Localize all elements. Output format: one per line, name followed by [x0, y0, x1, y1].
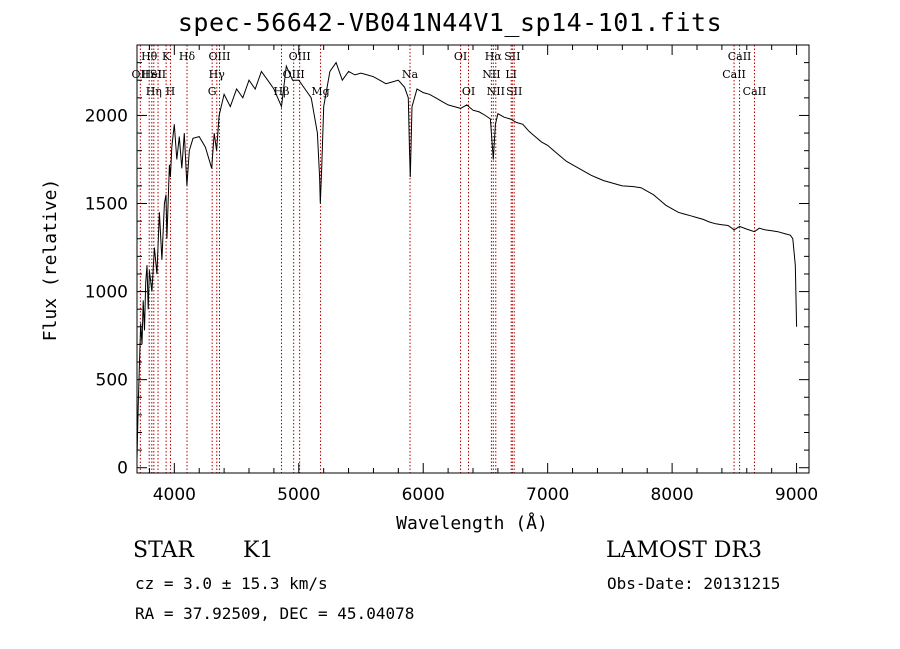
line-label: HeI [142, 68, 162, 81]
x-tick-label: 9000 [775, 485, 818, 505]
y-tick-label: 1500 [85, 195, 128, 215]
line-label: LI [505, 68, 517, 81]
survey-name: LAMOST DR3 [606, 538, 762, 563]
x-tick-label: 5000 [277, 485, 320, 505]
line-label: OI [462, 85, 475, 98]
x-axis-label: Wavelength (Å) [396, 512, 548, 534]
line-label: NII [487, 85, 505, 98]
line-label: K [162, 50, 171, 63]
x-tick-label: 4000 [153, 485, 196, 505]
line-label: Hα [485, 50, 503, 63]
spectral-subclass: K1 [243, 538, 274, 563]
spectrum-line [136, 61, 798, 459]
line-label: Hη [146, 85, 162, 98]
line-label: OIII [289, 50, 311, 63]
chart-title: spec-56642-VB041N44V1_sp14-101.fits [177, 8, 723, 37]
line-label: OI [454, 50, 467, 63]
line-label: H [166, 85, 176, 98]
x-tick-label: 7000 [526, 485, 569, 505]
y-tick-label: 0 [117, 459, 128, 479]
x-tick-label: 8000 [650, 485, 693, 505]
observation-date: Obs-Date: 20131215 [607, 574, 781, 593]
line-label: Hθ [141, 50, 158, 63]
y-tick-label: 1000 [85, 283, 128, 303]
y-tick-label: 500 [96, 371, 128, 391]
line-label: CaII [722, 68, 746, 81]
object-class: STAR [133, 538, 194, 563]
line-label: CaII [743, 85, 767, 98]
line-label: OIII [208, 50, 230, 63]
line-label: G [208, 85, 217, 98]
line-label: Mg [311, 85, 329, 98]
line-label: Na [402, 68, 419, 81]
coordinates-readout: RA = 37.92509, DEC = 45.04078 [135, 604, 415, 623]
line-label: Hβ [274, 85, 290, 98]
line-label: Hδ [179, 50, 196, 63]
line-label: Hγ [209, 68, 226, 81]
line-label: SII [506, 85, 522, 98]
redshift-readout: cz = 3.0 ± 15.3 km/s [135, 574, 328, 593]
line-label: CaII [728, 50, 752, 63]
line-label: SII [504, 50, 520, 63]
line-label: SII [150, 68, 166, 81]
x-tick-label: 6000 [402, 485, 445, 505]
y-axis-label: Flux (relative) [40, 179, 61, 342]
y-tick-label: 2000 [85, 106, 128, 126]
line-marker-group [139, 45, 755, 473]
plot-frame [136, 44, 810, 474]
line-label: NII [482, 68, 500, 81]
line-label: OII [132, 68, 150, 81]
axes: 4000 5000 6000 7000 8000 9000 0 500 1000 1500 2000 [85, 44, 818, 505]
line-label-group: OIIHθHeIHηSIIKHHδGHγOIIIHβOIIIOIIIMgNaOI… [132, 50, 767, 98]
